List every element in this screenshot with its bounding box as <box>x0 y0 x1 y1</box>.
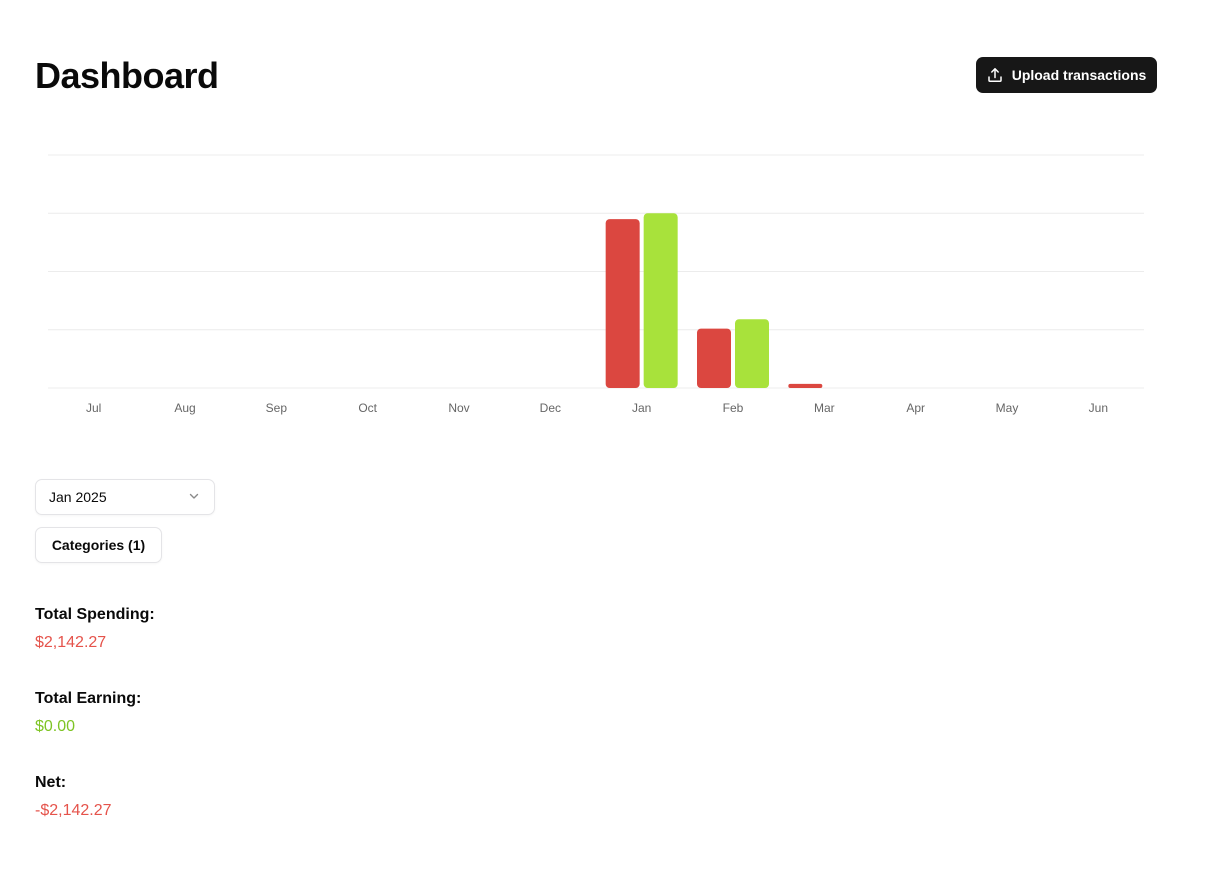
x-tick-label: Jan <box>632 401 651 415</box>
x-tick-label: Jun <box>1089 401 1108 415</box>
x-tick-label: Aug <box>174 401 195 415</box>
x-tick-label: Oct <box>358 401 377 415</box>
month-select-value: Jan 2025 <box>49 489 107 505</box>
page-title: Dashboard <box>35 55 219 96</box>
x-tick-label: Sep <box>266 401 288 415</box>
x-tick-label: May <box>996 401 1019 415</box>
x-tick-label: Dec <box>540 401 561 415</box>
x-tick-label: Jul <box>86 401 101 415</box>
bar-mar-spending <box>788 383 823 388</box>
bar-feb-spending <box>697 328 731 388</box>
net-value: -$2,142.27 <box>35 802 112 819</box>
month-select[interactable]: Jan 2025 <box>35 479 215 515</box>
total-spending-value: $2,142.27 <box>35 634 107 651</box>
total-earning-label: Total Earning: <box>35 690 142 707</box>
x-tick-label: Mar <box>814 401 835 415</box>
chart-x-axis: Jul Aug Sep Oct Nov Dec Jan Feb Mar Apr May Jun <box>86 401 1108 415</box>
chart-bars <box>605 213 823 388</box>
total-spending-label: Total Spending: <box>35 606 155 623</box>
net-label: Net: <box>35 774 67 791</box>
total-earning-value: $0.00 <box>35 718 76 735</box>
x-tick-label: Feb <box>723 401 744 415</box>
x-tick-label: Apr <box>906 401 925 415</box>
bar-jan-spending <box>605 219 640 388</box>
upload-button-label: Upload transactions <box>1011 67 1147 83</box>
spending-earning-chart: Jul Aug Sep Oct Nov Dec Jan Feb Mar Apr May Jun <box>48 154 1144 415</box>
upload-transactions-button[interactable]: Upload transactions <box>976 57 1157 93</box>
chevron-down-icon <box>187 489 201 506</box>
bar-feb-earning <box>735 319 769 388</box>
categories-button[interactable]: Categories (1) <box>35 527 162 563</box>
upload-icon <box>987 67 1003 83</box>
chart-grid <box>48 154 1144 389</box>
bar-jan-earning <box>643 213 678 388</box>
x-tick-label: Nov <box>448 401 469 415</box>
